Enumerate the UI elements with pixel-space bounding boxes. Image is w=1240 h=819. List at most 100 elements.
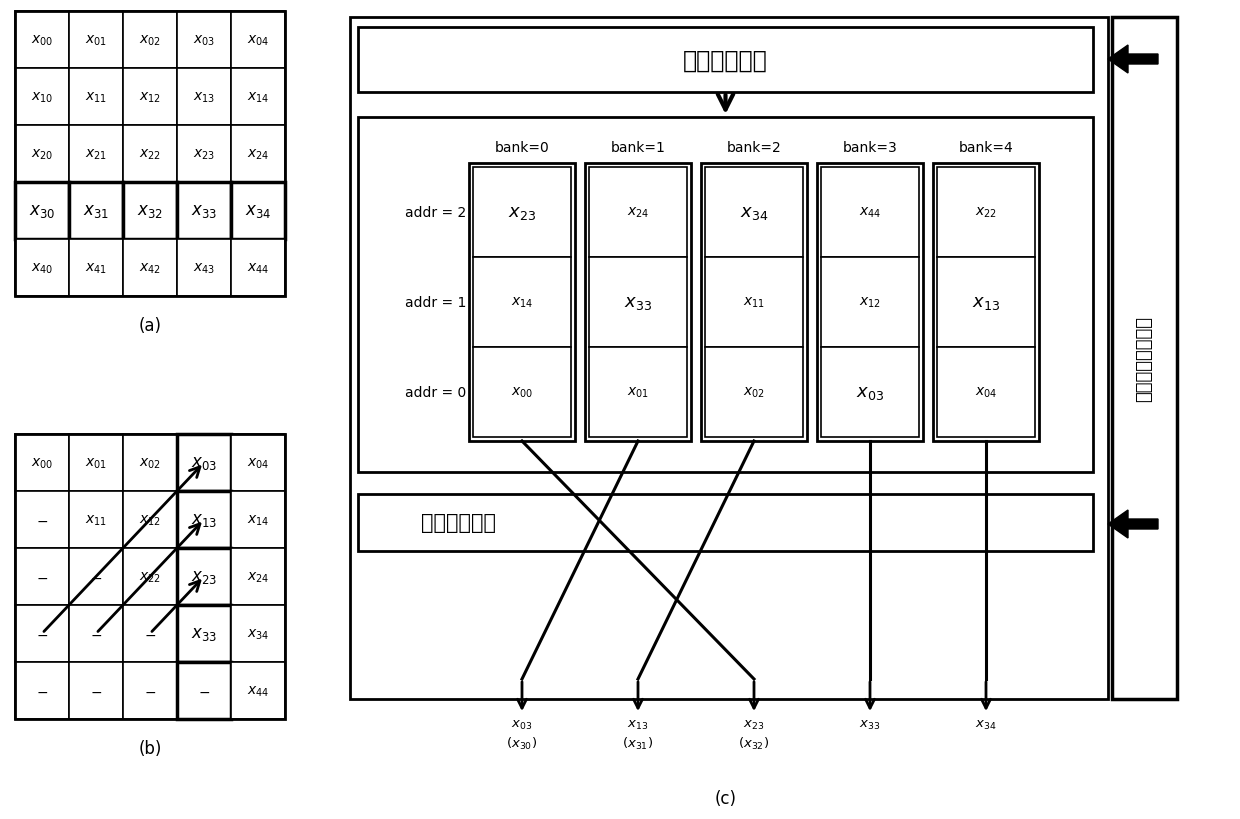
Bar <box>589 258 687 347</box>
Bar <box>69 549 123 605</box>
Text: $x_{41}$: $x_{41}$ <box>86 261 107 275</box>
Text: $x_{01}$: $x_{01}$ <box>86 34 107 48</box>
Bar <box>15 434 285 719</box>
Bar <box>15 126 69 183</box>
Text: $x_{12}$: $x_{12}$ <box>139 90 161 105</box>
Bar <box>69 605 123 663</box>
Text: $x_{22}$: $x_{22}$ <box>975 206 997 220</box>
Text: $x_{00}$: $x_{00}$ <box>511 385 533 400</box>
Bar <box>358 28 1092 93</box>
Polygon shape <box>1109 46 1158 74</box>
Bar <box>231 12 285 69</box>
Bar <box>589 168 687 258</box>
Bar <box>231 69 285 126</box>
Bar <box>821 168 919 258</box>
Bar <box>123 240 177 296</box>
Bar <box>177 183 231 240</box>
Text: $-$: $-$ <box>198 684 210 698</box>
Bar <box>231 549 285 605</box>
Text: addr = 0: addr = 0 <box>404 386 466 400</box>
Text: $x_{01}$: $x_{01}$ <box>627 385 649 400</box>
Bar <box>123 549 177 605</box>
Text: $x_{33}$: $x_{33}$ <box>191 625 217 643</box>
Bar <box>231 605 285 663</box>
Text: $x_{32}$: $x_{32}$ <box>138 202 162 220</box>
Text: $x_{00}$: $x_{00}$ <box>31 455 53 470</box>
Text: $x_{22}$: $x_{22}$ <box>139 147 161 161</box>
Bar <box>69 183 123 240</box>
Text: $x_{44}$: $x_{44}$ <box>247 684 269 698</box>
Text: $x_{33}$: $x_{33}$ <box>191 202 217 220</box>
Bar <box>821 347 919 437</box>
Bar <box>123 12 177 69</box>
Bar <box>177 549 231 605</box>
Text: $x_{43}$: $x_{43}$ <box>193 261 215 275</box>
Text: $-$: $-$ <box>36 513 48 527</box>
Text: $x_{23}$: $x_{23}$ <box>193 147 215 161</box>
Bar <box>937 168 1035 258</box>
Text: $-$: $-$ <box>36 570 48 584</box>
Bar <box>472 347 570 437</box>
Text: $x_{44}$: $x_{44}$ <box>859 206 882 220</box>
Bar <box>177 69 231 126</box>
Text: $x_{34}$: $x_{34}$ <box>244 202 272 220</box>
Text: $-$: $-$ <box>36 684 48 698</box>
Bar <box>358 118 1092 473</box>
Bar <box>15 183 69 240</box>
Text: bank=0: bank=0 <box>495 141 549 155</box>
Text: $x_{30}$: $x_{30}$ <box>29 202 55 220</box>
Text: addr = 1: addr = 1 <box>404 296 466 310</box>
Bar <box>123 605 177 663</box>
Text: $x_{02}$: $x_{02}$ <box>743 385 765 400</box>
Text: $x_{14}$: $x_{14}$ <box>247 513 269 527</box>
Bar <box>817 164 923 441</box>
Bar <box>15 12 69 69</box>
Bar <box>15 12 285 296</box>
Bar <box>69 663 123 719</box>
Text: $x_{23}$: $x_{23}$ <box>191 568 217 586</box>
Text: $x_{13}$: $x_{13}$ <box>193 90 215 105</box>
Bar <box>937 258 1035 347</box>
Bar <box>472 258 570 347</box>
Text: $-$: $-$ <box>144 684 156 698</box>
Text: $x_{34}$: $x_{34}$ <box>976 718 997 731</box>
Text: $x_{21}$: $x_{21}$ <box>86 147 107 161</box>
Bar <box>15 69 69 126</box>
Text: $x_{42}$: $x_{42}$ <box>139 261 161 275</box>
Text: $x_{12}$: $x_{12}$ <box>859 296 880 310</box>
Text: $x_{33}$: $x_{33}$ <box>624 294 652 311</box>
Text: $x_{01}$: $x_{01}$ <box>86 455 107 470</box>
Text: 数据混洗模块: 数据混洗模块 <box>420 513 496 533</box>
Text: $x_{20}$: $x_{20}$ <box>31 147 53 161</box>
Bar <box>706 347 804 437</box>
Bar <box>177 663 231 719</box>
Text: 地址生成电路: 地址生成电路 <box>683 48 768 72</box>
Text: $-$: $-$ <box>144 627 156 640</box>
Text: $x_{31}$: $x_{31}$ <box>83 202 109 220</box>
Text: $x_{14}$: $x_{14}$ <box>247 90 269 105</box>
Text: $x_{02}$: $x_{02}$ <box>139 455 161 470</box>
Bar <box>15 434 69 491</box>
Text: $x_{14}$: $x_{14}$ <box>511 296 533 310</box>
Text: $x_{13}$
$(x_{31})$: $x_{13}$ $(x_{31})$ <box>622 718 653 751</box>
Text: $-$: $-$ <box>91 570 102 584</box>
Bar <box>589 347 687 437</box>
Text: bank=4: bank=4 <box>959 141 1013 155</box>
Bar <box>15 491 69 549</box>
Text: $x_{13}$: $x_{13}$ <box>972 294 999 311</box>
Bar <box>821 258 919 347</box>
Bar <box>358 495 1092 551</box>
Bar <box>469 164 575 441</box>
Bar <box>706 168 804 258</box>
Bar <box>231 663 285 719</box>
Text: bank=2: bank=2 <box>727 141 781 155</box>
Text: $x_{04}$: $x_{04}$ <box>975 385 997 400</box>
Bar <box>69 240 123 296</box>
Text: $x_{03}$
$(x_{30})$: $x_{03}$ $(x_{30})$ <box>506 718 538 751</box>
Bar <box>231 491 285 549</box>
Bar <box>231 240 285 296</box>
Bar <box>177 491 231 549</box>
Text: $-$: $-$ <box>91 627 102 640</box>
Bar <box>123 69 177 126</box>
Text: $x_{24}$: $x_{24}$ <box>247 569 269 584</box>
